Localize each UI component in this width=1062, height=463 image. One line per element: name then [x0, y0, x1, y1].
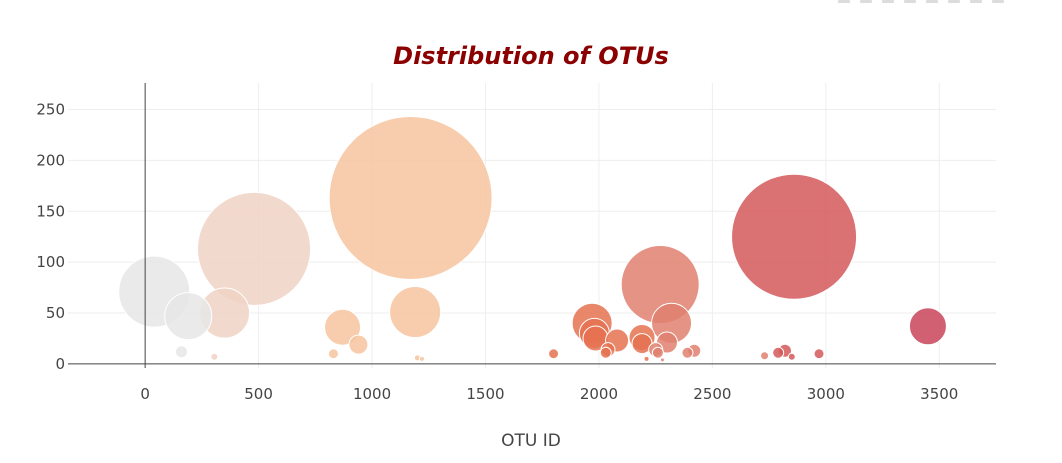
y-tick-label: 200: [36, 151, 65, 169]
bubble-series[interactable]: [118, 116, 947, 363]
select-icon[interactable]: [904, 0, 916, 3]
y-tick-label: 250: [36, 100, 65, 118]
zoom-out-icon[interactable]: [948, 0, 960, 3]
bubble-marker[interactable]: [164, 292, 213, 341]
x-tick-label: 1000: [353, 385, 391, 403]
bubble-marker[interactable]: [599, 346, 612, 359]
zoom-in-icon[interactable]: [926, 0, 938, 3]
x-tick-label: 2000: [580, 385, 618, 403]
bubble-marker[interactable]: [418, 355, 425, 362]
modebar[interactable]: [838, 0, 1004, 8]
camera-icon[interactable]: [838, 0, 850, 3]
x-tick-label: 1500: [466, 385, 504, 403]
x-tick-label: 3500: [920, 385, 958, 403]
autoscale-icon[interactable]: [970, 0, 982, 3]
bubble-marker[interactable]: [681, 346, 694, 359]
pan-icon[interactable]: [882, 0, 894, 3]
bubble-marker[interactable]: [328, 116, 493, 281]
bubble-marker[interactable]: [324, 308, 362, 346]
x-tick-label: 3000: [807, 385, 845, 403]
chart-title: Distribution of OTUs: [393, 42, 669, 70]
bubble-marker[interactable]: [327, 348, 339, 360]
bubble-marker[interactable]: [908, 307, 947, 346]
bubble-marker[interactable]: [197, 191, 312, 306]
y-tick-label: 50: [46, 304, 65, 322]
bubble-marker[interactable]: [787, 352, 796, 361]
y-tick-label: 100: [36, 253, 65, 271]
bubble-marker[interactable]: [174, 345, 188, 359]
bubble-marker[interactable]: [643, 355, 650, 362]
bubble-marker[interactable]: [659, 357, 665, 363]
bubble-marker[interactable]: [389, 286, 442, 339]
bubble-marker[interactable]: [760, 351, 770, 361]
zoom-icon[interactable]: [860, 0, 872, 3]
bubble-marker[interactable]: [210, 352, 219, 361]
x-tick-label: 2500: [693, 385, 731, 403]
bubble-marker[interactable]: [813, 348, 825, 360]
y-tick-label: 0: [55, 355, 65, 373]
y-tick-label: 150: [36, 202, 65, 220]
x-axis-title: OTU ID: [501, 431, 561, 451]
x-tick-label: 500: [244, 385, 273, 403]
bubble-marker[interactable]: [772, 346, 785, 359]
x-tick-label: 0: [140, 385, 150, 403]
bubble-marker[interactable]: [731, 173, 858, 300]
bubble-marker[interactable]: [348, 334, 369, 355]
bubble-marker[interactable]: [548, 348, 560, 360]
reset-axes-icon[interactable]: [992, 0, 1004, 3]
axes: 0 500 1000 1500 2000 2500 3000 3500 0 50 100 150 200…: [36, 83, 996, 403]
bubble-marker[interactable]: [651, 346, 664, 359]
